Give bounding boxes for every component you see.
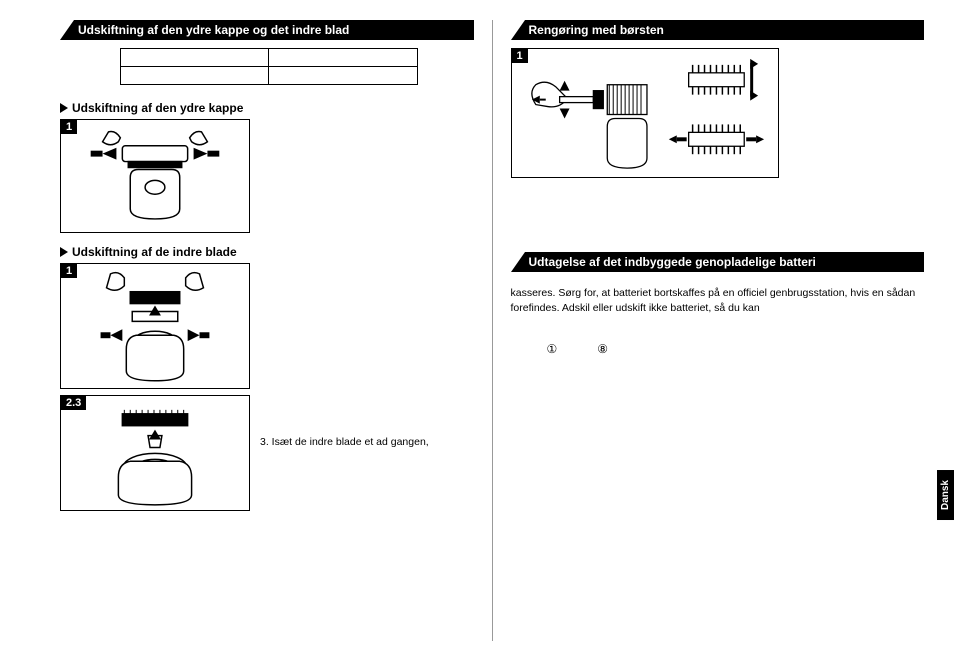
figure-inner-insert: 2.3 [60,395,250,511]
header-text: Rengøring med børsten [529,23,664,37]
column-divider [492,20,493,641]
step-number: 2.3 [61,396,86,410]
illustration-foil-replace [61,120,249,233]
triangle-icon [60,247,68,257]
table-row [121,67,418,85]
figure-row-brush: 1 [511,48,925,178]
section-header-cleaning: Rengøring med børsten [511,20,925,40]
step-number: 1 [512,49,528,63]
figure-row-1: 1 [60,119,474,233]
header-text: Udtagelse af det indbyggede genopladelig… [529,255,816,269]
section-header-battery: Udtagelse af det indbyggede genopladelig… [511,252,925,272]
figure-outer-foil: 1 [60,119,250,233]
illustration-brush-clean [512,49,778,178]
illustration-blade-insert [61,396,249,511]
subheading-outer-foil: Udskiftning af den ydre kappe [60,101,474,115]
subheading-inner-blades: Udskiftning af de indre blade [60,245,474,259]
step3-caption: 3. Isæt de indre blade et ad gangen, [260,395,474,449]
subhead-text: Udskiftning af den ydre kappe [72,101,243,115]
step-number: 1 [61,264,77,278]
circled-numbers: ① ⑧ [511,340,925,357]
figure-inner-remove: 1 [60,263,250,389]
step-number: 1 [61,120,77,134]
page: Udskiftning af den ydre kappe og det ind… [0,0,954,671]
spacer [511,184,925,252]
header-text: Udskiftning af den ydre kappe og det ind… [78,23,349,37]
triangle-icon [60,103,68,113]
left-column: Udskiftning af den ydre kappe og det ind… [60,20,474,641]
figure-brush-clean: 1 [511,48,779,178]
language-tab: Dansk [937,470,954,520]
battery-paragraph: kasseres. Sørg for, at batteriet bortska… [511,286,925,316]
section-header-replacement: Udskiftning af den ydre kappe og det ind… [60,20,474,40]
figure-row-2: 1 [60,263,474,389]
subhead-text: Udskiftning af de indre blade [72,245,237,259]
table-row [121,49,418,67]
parts-table [120,48,418,85]
illustration-blade-remove [61,264,249,389]
right-column: Rengøring med børsten 1 [511,20,925,641]
figure-row-3: 2.3 3. Isæt de indre blade et ad g [60,395,474,511]
